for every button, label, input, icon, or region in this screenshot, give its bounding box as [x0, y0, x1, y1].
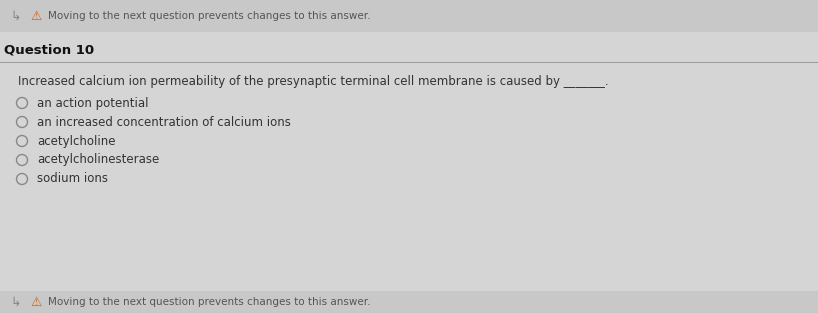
- Text: ⚠: ⚠: [30, 295, 41, 309]
- Text: ↳: ↳: [10, 295, 20, 309]
- FancyBboxPatch shape: [0, 291, 818, 313]
- Text: Increased calcium ion permeability of the presynaptic terminal cell membrane is : Increased calcium ion permeability of th…: [18, 75, 609, 89]
- Text: an increased concentration of calcium ions: an increased concentration of calcium io…: [37, 115, 291, 129]
- Text: sodium ions: sodium ions: [37, 172, 108, 186]
- FancyBboxPatch shape: [0, 0, 818, 32]
- Text: acetylcholine: acetylcholine: [37, 135, 115, 147]
- Text: Question 10: Question 10: [4, 44, 94, 57]
- FancyBboxPatch shape: [0, 32, 818, 291]
- Text: an action potential: an action potential: [37, 96, 149, 110]
- Text: Moving to the next question prevents changes to this answer.: Moving to the next question prevents cha…: [48, 297, 371, 307]
- Text: acetylcholinesterase: acetylcholinesterase: [37, 153, 160, 167]
- Text: ↳: ↳: [10, 9, 20, 23]
- Text: Moving to the next question prevents changes to this answer.: Moving to the next question prevents cha…: [48, 11, 371, 21]
- Text: ⚠: ⚠: [30, 9, 41, 23]
